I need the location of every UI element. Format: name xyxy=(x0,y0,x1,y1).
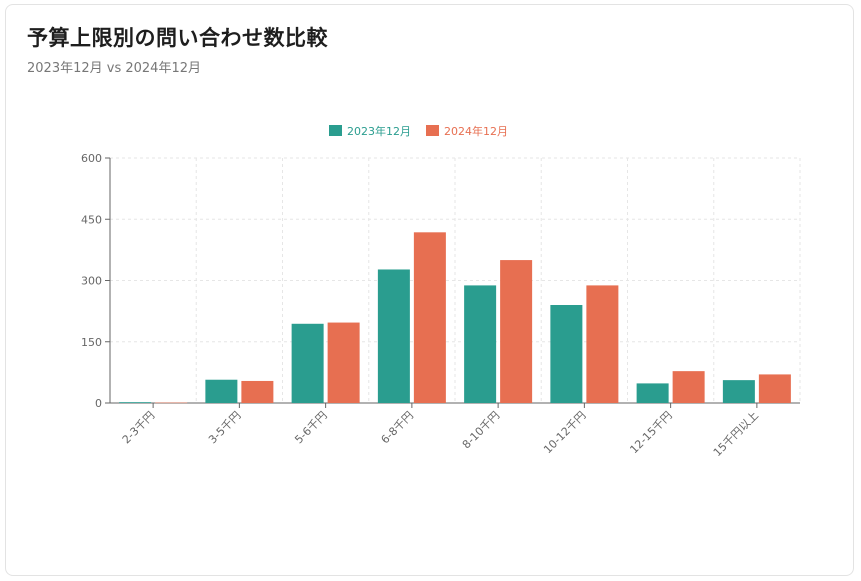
page-title: 予算上限別の問い合わせ数比較 xyxy=(27,26,328,50)
bar-series-1-7 xyxy=(722,380,755,403)
y-tick-label: 450 xyxy=(81,213,102,226)
x-tick-label: 2-3千円 xyxy=(120,409,157,446)
bars xyxy=(119,232,791,404)
grid-lines xyxy=(109,157,801,403)
bar-series-2-3 xyxy=(413,232,446,403)
bar-series-2-0 xyxy=(155,402,188,404)
bar-series-2-2 xyxy=(327,322,360,403)
bar-series-2-4 xyxy=(500,260,533,403)
y-tick-label: 0 xyxy=(95,397,102,410)
bar-series-2-7 xyxy=(758,374,791,403)
x-tick-label: 5-6千円 xyxy=(292,409,329,446)
x-tick-label: 10-12千円 xyxy=(541,409,588,456)
y-tick-label: 150 xyxy=(81,336,102,349)
legend-swatch xyxy=(329,125,342,136)
bar-series-1-6 xyxy=(636,383,669,403)
bar-series-1-1 xyxy=(205,379,238,403)
bar-series-2-5 xyxy=(586,285,619,403)
legend-label: 2024年12月 xyxy=(444,124,508,138)
x-tick-label: 12-15千円 xyxy=(627,409,674,456)
y-axis-ticks: 0 150 300 450 600 xyxy=(81,152,110,410)
y-tick-label: 300 xyxy=(81,275,102,288)
x-axis-ticks: 2-3千円 3-5千円 5-6千円 6-8千円 8-10千円 10-12千円 12-15千円… xyxy=(120,403,761,459)
legend-swatch xyxy=(426,125,439,136)
x-tick-label: 3-5千円 xyxy=(206,409,243,446)
x-tick-label: 6-8千円 xyxy=(379,409,416,446)
page-subtitle: 2023年12月 vs 2024年12月 xyxy=(27,61,201,76)
legend: 2023年12月 2024年12月 xyxy=(329,124,508,138)
bar-series-1-5 xyxy=(550,305,583,403)
y-tick-label: 600 xyxy=(81,152,102,165)
bar-series-2-1 xyxy=(241,380,274,403)
bar-series-2-6 xyxy=(672,371,705,403)
bar-series-1-0 xyxy=(119,402,152,403)
bar-series-1-3 xyxy=(377,269,410,403)
x-tick-label: 15千円以上 xyxy=(711,409,761,459)
bar-series-1-4 xyxy=(464,285,497,403)
legend-label: 2023年12月 xyxy=(347,124,411,138)
bar-series-1-2 xyxy=(291,323,324,403)
x-tick-label: 8-10千円 xyxy=(460,409,502,451)
